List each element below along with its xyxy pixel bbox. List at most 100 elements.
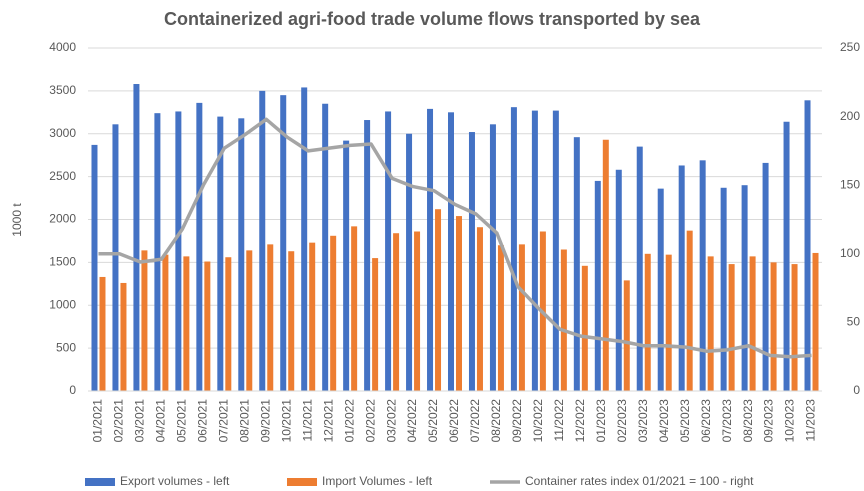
x-tick-label: 06/2021: [196, 399, 210, 443]
bar: [644, 253, 651, 391]
bar: [435, 209, 442, 391]
x-tick-label: 09/2022: [510, 399, 524, 443]
x-tick-label: 01/2023: [594, 399, 608, 443]
bar: [91, 144, 98, 391]
bar: [351, 226, 358, 391]
x-tick-label: 12/2022: [573, 399, 587, 443]
legend-swatch: [287, 478, 317, 486]
x-tick-label: 03/2023: [636, 399, 650, 443]
bar: [267, 244, 274, 391]
bar: [238, 118, 245, 391]
x-tick-label: 11/2022: [552, 399, 566, 442]
bar: [552, 110, 559, 391]
line-series: [98, 117, 812, 359]
x-tick-label: 02/2022: [363, 399, 377, 443]
y2-tick-label: 0: [853, 383, 860, 397]
bar: [120, 282, 127, 391]
y-tick-label: 1500: [49, 255, 76, 269]
x-tick-label: 07/2021: [216, 399, 230, 443]
x-tick-label: 06/2023: [699, 399, 713, 443]
y-tick-label: 3500: [49, 83, 76, 97]
bar: [112, 124, 119, 391]
y2-tick-label: 200: [840, 109, 860, 123]
bar: [657, 188, 664, 391]
bar: [133, 84, 140, 391]
bar: [427, 108, 434, 391]
bar: [225, 257, 232, 391]
bar: [476, 227, 483, 391]
bar: [707, 256, 714, 391]
legend-swatch: [85, 478, 115, 486]
x-tick-label: 08/2023: [741, 399, 755, 443]
y2-tick-label: 50: [847, 315, 861, 329]
bar: [602, 139, 609, 391]
x-tick-label: 05/2023: [678, 399, 692, 443]
x-tick-label: 10/2023: [783, 399, 797, 443]
bar: [615, 169, 622, 391]
x-tick-label: 04/2023: [657, 399, 671, 443]
x-tick-label: 02/2021: [112, 399, 126, 443]
y-tick-label: 1000: [49, 297, 76, 311]
bar: [301, 87, 308, 391]
x-tick-label: 06/2022: [447, 399, 461, 443]
bar: [678, 165, 685, 391]
bar: [196, 102, 203, 391]
bar: [686, 230, 693, 391]
y2-tick-label: 250: [840, 40, 860, 54]
bar: [217, 116, 224, 391]
x-tick-label: 01/2022: [342, 399, 356, 443]
bar: [372, 258, 379, 391]
x-tick-label: 08/2021: [237, 399, 251, 443]
x-tick-label: 03/2022: [384, 399, 398, 443]
bar: [741, 185, 748, 391]
x-tick-label: 05/2021: [175, 399, 189, 443]
y-axis-label: 1000 t: [10, 203, 24, 237]
bar: [573, 137, 580, 391]
x-tick-label: 12/2021: [321, 399, 335, 443]
x-tick-label: 03/2021: [133, 399, 147, 443]
x-tick-label: 07/2022: [468, 399, 482, 443]
y2-tick-label: 150: [840, 177, 860, 191]
bar: [414, 231, 421, 391]
bar: [343, 140, 350, 391]
bar: [497, 245, 504, 391]
bar: [456, 216, 462, 391]
y-tick-label: 2000: [49, 212, 76, 226]
bar: [99, 276, 106, 391]
x-tick-label: 09/2023: [762, 399, 776, 443]
bar: [468, 132, 475, 391]
x-tick-label: 09/2021: [258, 399, 272, 443]
y-tick-label: 500: [56, 340, 76, 354]
bar: [749, 256, 756, 391]
bar: [636, 146, 643, 391]
x-tick-label: 07/2023: [720, 399, 734, 443]
bar: [280, 95, 287, 391]
x-tick-label: 10/2022: [531, 399, 545, 443]
bar: [762, 162, 769, 391]
bar: [204, 261, 211, 391]
bar: [330, 235, 337, 391]
x-tick-label: 11/2023: [804, 399, 818, 442]
x-tick-label: 10/2021: [279, 399, 293, 443]
bar: [175, 111, 182, 391]
y-tick-label: 2500: [49, 169, 76, 183]
bar: [720, 187, 727, 391]
bar: [728, 264, 735, 391]
bar: [791, 264, 798, 391]
y2-tick-label: 100: [840, 246, 860, 260]
bar: [560, 249, 567, 391]
x-tick-label: 02/2023: [615, 399, 629, 443]
bar: [448, 112, 454, 391]
bar: [699, 160, 706, 391]
bar: [309, 242, 316, 391]
bar: [804, 100, 811, 392]
bar: [594, 180, 601, 391]
bar: [665, 254, 672, 391]
bar: [510, 107, 517, 391]
y-tick-label: 4000: [49, 40, 76, 54]
bar: [288, 251, 295, 391]
bar: [531, 110, 538, 391]
bar: [812, 252, 819, 391]
bar: [183, 256, 190, 391]
legend-label: Container rates index 01/2021 = 100 - ri…: [525, 474, 754, 488]
